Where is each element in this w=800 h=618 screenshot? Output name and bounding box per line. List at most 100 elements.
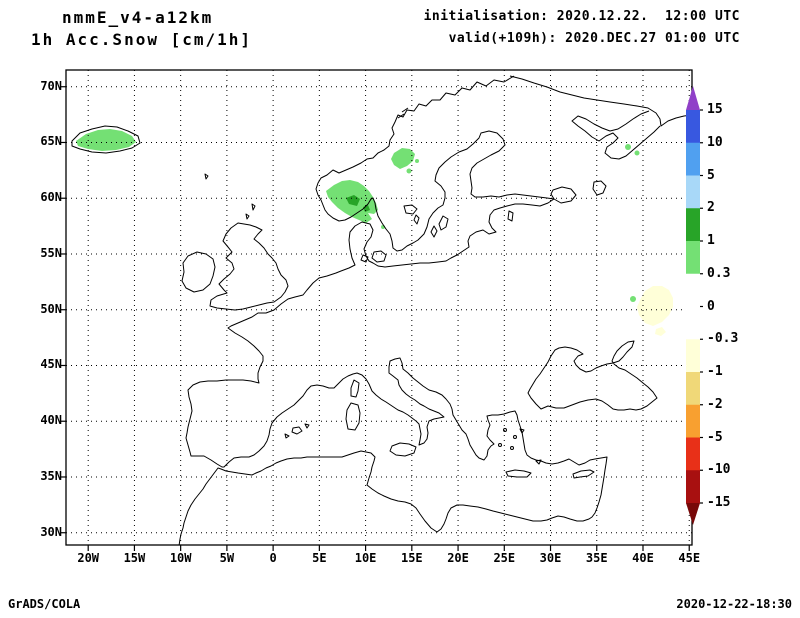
x-tick-label: 25E [493, 551, 516, 565]
colorbar-label: -0.3 [707, 331, 739, 347]
island-ibiza [284, 433, 290, 439]
colorbar-label: -15 [707, 495, 731, 510]
model-name: nmmE_v4-a12km [62, 8, 214, 27]
field-name: 1h Acc.Snow [cm/1h] [31, 30, 253, 49]
colorbar-segment [686, 208, 700, 242]
colorbar-arrow-bottom [686, 503, 700, 525]
coast-eurasia-africa [178, 75, 608, 545]
coast-ireland [181, 251, 216, 293]
colorbar-segment [686, 175, 700, 209]
island-zealand [371, 250, 387, 263]
aegean-island [503, 428, 507, 432]
x-tick-label: 30E [539, 551, 562, 565]
lake-onega [592, 180, 607, 196]
colorbar-segment [686, 241, 700, 275]
colorbar-label: 0.3 [707, 265, 731, 281]
negative-patch-small [655, 327, 666, 336]
island-lesbos [519, 428, 525, 434]
x-tick-label: 40E [632, 551, 654, 565]
axis-ticks [60, 86, 690, 551]
colorbar-label: -2 [707, 396, 723, 412]
island-menorca [304, 423, 310, 429]
snow-shading [76, 129, 673, 336]
x-tick-label: 5E [312, 551, 327, 565]
grads-credit: GrADS/COLA [8, 597, 81, 611]
y-tick-label: 70N [40, 78, 62, 93]
x-tick-label: 45E [678, 551, 701, 565]
island-shetland [251, 203, 256, 211]
coast-iceland [71, 125, 141, 154]
plot-frame [65, 69, 693, 546]
y-tick-label: 45N [40, 357, 62, 372]
colorbar-segment [686, 339, 700, 373]
aegean-island [510, 446, 514, 450]
island-faroe [204, 173, 209, 180]
snow-speck [415, 159, 419, 163]
colorbar-segment [686, 404, 700, 438]
island-crete [505, 469, 532, 478]
x-tick-label: 0 [269, 551, 277, 565]
y-tick-label: 60N [40, 190, 62, 205]
y-tick-label: 35N [40, 468, 62, 483]
coast-barents [509, 75, 692, 127]
x-tick-label: 20E [447, 551, 469, 565]
island-cyprus [572, 469, 595, 479]
colorbar-label: 15 [707, 102, 723, 117]
colorbar-label: -5 [707, 429, 723, 445]
graticule [66, 70, 692, 545]
initialisation-time: initialisation: 2020.12.22. 12:00 UTC [423, 9, 740, 24]
colorbar-label: -1 [707, 364, 723, 379]
x-tick-label: 35E [585, 551, 608, 565]
island-corsica [350, 379, 360, 398]
coast-white-sea [571, 110, 661, 160]
valid-time: valid(+109h): 2020.DEC.27 01:00 UTC [448, 31, 740, 46]
snow-speck [625, 144, 631, 150]
x-tick-label: 10E [354, 551, 377, 565]
colorbar-segment [686, 273, 700, 307]
aegean-island [513, 435, 517, 439]
lofoten-islands [397, 107, 409, 119]
colorbar-label: 10 [707, 134, 723, 150]
island-sardinia [345, 402, 361, 431]
island-gotland [438, 215, 449, 231]
island-sicily [389, 442, 417, 457]
island-rhodes [535, 459, 542, 465]
coastlines [71, 75, 692, 545]
y-tick-label: 65N [40, 134, 62, 149]
coast-britain [209, 222, 289, 311]
colorbar-label: 2 [707, 200, 715, 216]
island-orkney [245, 213, 250, 220]
colorbar-label: 1 [707, 233, 715, 248]
x-tick-label: 5W [219, 551, 235, 565]
x-tick-label: 15E [400, 551, 423, 565]
colorbar-label: -10 [707, 462, 731, 478]
colorbar-segment [686, 142, 700, 176]
snow-speck [634, 150, 640, 156]
aegean-island [498, 443, 502, 447]
x-tick-label: 20W [77, 551, 100, 565]
island-funen [360, 254, 369, 263]
colorbar-segment [686, 110, 700, 144]
lake-vattern [413, 214, 420, 225]
creation-timestamp: 2020-12-22-18:30 [676, 597, 792, 611]
colorbar-segment [686, 306, 700, 340]
x-tick-label: 10W [169, 551, 192, 565]
colorbar-label: 0 [707, 298, 715, 314]
lake-peipus [507, 210, 514, 222]
colorbar-arrow-top [686, 86, 700, 110]
island-oland [430, 225, 438, 238]
snow-patch-iceland [76, 129, 136, 151]
lake-vanern [403, 204, 418, 215]
y-tick-label: 30N [40, 524, 62, 539]
island-mallorca [291, 426, 303, 435]
colorbar-segment [686, 470, 700, 504]
colorbar-segment [686, 437, 700, 471]
colorbar-label: 5 [707, 167, 715, 183]
colorbar-segment [686, 372, 700, 406]
y-tick-label: 40N [40, 413, 62, 428]
coast-black-sea [527, 340, 658, 411]
lake-ladoga [550, 186, 577, 204]
y-tick-label: 55N [40, 245, 62, 260]
snow-speck [630, 296, 636, 302]
